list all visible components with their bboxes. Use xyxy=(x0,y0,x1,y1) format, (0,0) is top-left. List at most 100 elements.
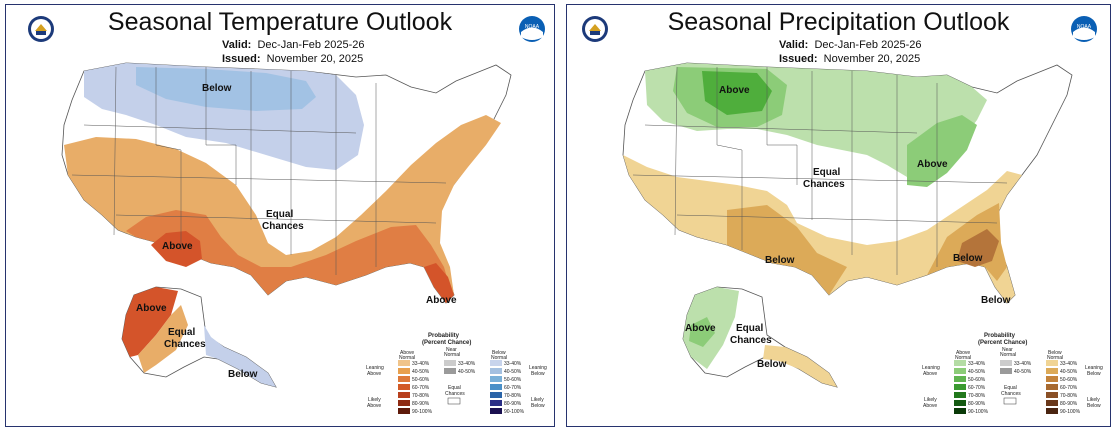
legend-leaning-below: Leaning xyxy=(1085,365,1103,371)
temperature-legend: Probability (Percent Chance) Above Norma… xyxy=(366,333,547,415)
legend-equal-sub: Chances xyxy=(445,391,465,397)
noaa-logo-text: NOAA xyxy=(1077,24,1092,30)
state-boundaries xyxy=(71,66,447,275)
label-below-fl: Below xyxy=(981,295,1011,306)
above-normal-core-sw xyxy=(151,231,202,267)
legend-range-above: 70-80% xyxy=(412,393,430,399)
label-equal-2: Chances xyxy=(803,179,845,190)
legend-leaning-above: Leaning xyxy=(366,365,384,371)
legend-subtitle: (Percent Chance) xyxy=(978,340,1027,346)
issued-label: Issued: xyxy=(779,53,818,65)
legend-equal: Equal xyxy=(1004,385,1017,391)
valid-label: Valid: xyxy=(222,39,252,51)
legend-col-below-sub: Normal xyxy=(491,355,507,361)
label-ak-equal-2: Chances xyxy=(164,339,206,350)
label-below: Below xyxy=(202,83,232,94)
label-below-sw: Below xyxy=(765,255,795,266)
legend-range-below: 70-80% xyxy=(1060,393,1078,399)
legend-leaning-below-sub: Below xyxy=(1087,371,1101,377)
legend-swatch-above xyxy=(398,360,410,366)
legend-swatch-near xyxy=(1000,360,1012,366)
legend-swatch-above xyxy=(954,376,966,382)
legend-swatch-below xyxy=(1046,384,1058,390)
legend-swatch-above xyxy=(398,368,410,374)
legend-range-above: 80-90% xyxy=(968,401,986,407)
legend-range-above: 60-70% xyxy=(412,385,430,391)
legend-range-above: 90-100% xyxy=(412,409,433,415)
label-ak-equal-2: Chances xyxy=(730,335,772,346)
valid-line: Valid: Dec-Jan-Feb 2025-26 xyxy=(779,38,921,52)
label-above-nw: Above xyxy=(719,85,750,96)
legend-swatch-near xyxy=(444,360,456,366)
label-above-ov: Above xyxy=(917,159,948,170)
legend-leaning-above-sub: Above xyxy=(367,371,381,377)
legend-swatch-above xyxy=(398,408,410,414)
legend-col-near: Near xyxy=(446,347,457,353)
legend-col-below: Below xyxy=(1048,350,1062,356)
legend-range-above: 50-60% xyxy=(412,377,430,383)
legend-likely-above-sub: Above xyxy=(923,403,937,409)
legend-swatch-below xyxy=(1046,392,1058,398)
legend-swatch-below xyxy=(490,368,502,374)
label-above-ak: Above xyxy=(685,323,716,334)
legend-swatch-below xyxy=(1046,408,1058,414)
page-title: Seasonal Precipitation Outlook xyxy=(667,8,1010,36)
legend-equal-swatch xyxy=(1003,397,1017,405)
legend-swatch-below xyxy=(490,360,502,366)
legend-swatch-near xyxy=(444,368,456,374)
precipitation-legend: Probability (Percent Chance) Above Norma… xyxy=(922,333,1103,415)
legend-swatch-near xyxy=(1000,368,1012,374)
below-normal-core-se xyxy=(957,229,999,267)
legend-col-above: Above xyxy=(400,350,414,356)
legend-swatch-below xyxy=(490,392,502,398)
legend-range-below: 90-100% xyxy=(1060,409,1081,415)
valid-value: Dec-Jan-Feb 2025-26 xyxy=(814,39,922,51)
legend-range-above: 80-90% xyxy=(412,401,430,407)
issued-label: Issued: xyxy=(222,53,261,65)
legend-col-below: Below xyxy=(492,350,506,356)
label-below-se: Below xyxy=(953,253,983,264)
label-below-ak: Below xyxy=(757,359,787,370)
legend-title: Probability xyxy=(984,333,1016,339)
legend-likely-below: Likely xyxy=(1087,397,1100,403)
legend-likely-below-sub: Below xyxy=(531,403,545,409)
legend-range-above: 70-80% xyxy=(968,393,986,399)
legend-range-near: 33-40% xyxy=(1014,361,1032,367)
issued-line: Issued: November 20, 2025 xyxy=(779,52,920,66)
valid-label: Valid: xyxy=(779,39,809,51)
page-title: Seasonal Temperature Outlook xyxy=(107,8,453,36)
precipitation-outlook-map: Above Equal Chances Above Below Below Be… xyxy=(622,62,1103,415)
label-below-ak: Below xyxy=(228,369,258,380)
alaska-below xyxy=(763,345,837,387)
label-ak-equal-1: Equal xyxy=(736,323,763,334)
above-normal-mid-ov xyxy=(907,115,977,187)
label-equal-2: Chances xyxy=(262,221,304,232)
legend-likely-below-sub: Below xyxy=(1087,403,1101,409)
legend-range-near: 40-50% xyxy=(1014,369,1032,375)
legend-range-below: 50-60% xyxy=(1060,377,1078,383)
issued-value: November 20, 2025 xyxy=(266,53,364,65)
legend-swatch-above xyxy=(954,392,966,398)
legend-swatch-above xyxy=(398,376,410,382)
valid-value: Dec-Jan-Feb 2025-26 xyxy=(257,39,365,51)
temperature-outlook-panel: Below Equal Chances Above Above Above Eq… xyxy=(5,4,555,427)
label-above-sw: Above xyxy=(162,241,193,252)
above-normal-core-fl xyxy=(424,263,454,303)
legend-range-above: 60-70% xyxy=(968,385,986,391)
temperature-outlook-map: Below Equal Chances Above Above Above Eq… xyxy=(61,62,547,415)
legend-rows: 33-40% 33-40% 40-50% 40-50% 50-60% 50-60% 60-7… xyxy=(398,360,525,415)
legend-swatch-below xyxy=(490,384,502,390)
legend-range-near: 33-40% xyxy=(458,361,476,367)
legend-subtitle: (Percent Chance) xyxy=(422,340,471,346)
legend-col-above-sub: Normal xyxy=(399,355,415,361)
legend-range-below: 80-90% xyxy=(1060,401,1078,407)
below-normal-core xyxy=(136,67,316,111)
above-normal-core-nw xyxy=(702,71,772,115)
legend-swatch-above xyxy=(954,400,966,406)
legend-range-below: 40-50% xyxy=(1060,369,1078,375)
label-above-fl: Above xyxy=(426,295,457,306)
legend-likely-above: Likely xyxy=(924,397,937,403)
legend-leaning-above: Leaning xyxy=(922,365,940,371)
legend-title: Probability xyxy=(428,333,460,339)
alaska-above-light xyxy=(138,305,188,373)
